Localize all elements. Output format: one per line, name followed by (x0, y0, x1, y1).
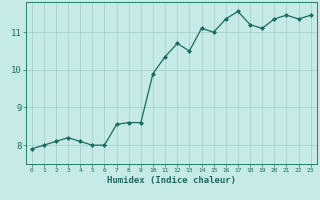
X-axis label: Humidex (Indice chaleur): Humidex (Indice chaleur) (107, 176, 236, 185)
